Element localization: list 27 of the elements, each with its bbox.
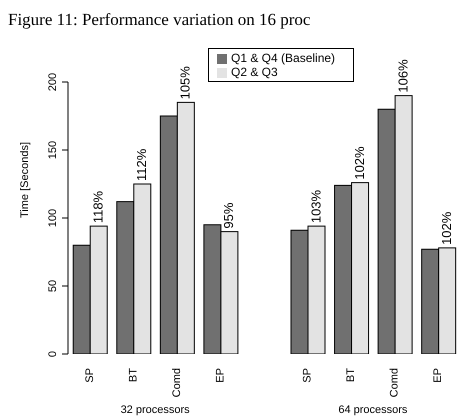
annotation: 103% <box>308 189 324 224</box>
annotation: 95% <box>221 202 236 229</box>
annotation: 105% <box>178 66 193 100</box>
chart-title: Figure 11: Performance variation on 16 proc <box>8 9 312 31</box>
x-tick-label: BT <box>345 368 358 382</box>
y-axis-title: Time [Seconds] <box>18 142 31 218</box>
y-tick-label: 100 <box>47 208 59 228</box>
annotation: 102% <box>352 146 367 180</box>
x-tick-label: SP <box>302 368 314 383</box>
x-tick-label: Comd <box>388 368 401 398</box>
legend-label: Q1 & Q4 (Baseline) <box>231 51 336 65</box>
y-tick-label: 200 <box>47 72 59 92</box>
text: 32 processors <box>120 404 191 416</box>
y-tick-label: 150 <box>47 140 59 160</box>
annotation: 112% <box>134 148 150 181</box>
x-tick-label: EP <box>432 368 444 383</box>
x-tick-label: BT <box>127 368 140 382</box>
annotation: 106% <box>395 58 410 93</box>
x-tick-label: SP <box>84 368 96 383</box>
text: 64 processors <box>337 404 408 416</box>
annotation: 102% <box>439 211 454 245</box>
x-tick-label: EP <box>214 368 226 383</box>
y-tick-label: 50 <box>47 280 59 292</box>
annotation: 118% <box>90 190 106 224</box>
x-tick-label: Comd <box>170 368 183 398</box>
y-tick-label: 0 <box>47 350 59 358</box>
legend-label: Q2 & Q3 <box>231 65 278 79</box>
